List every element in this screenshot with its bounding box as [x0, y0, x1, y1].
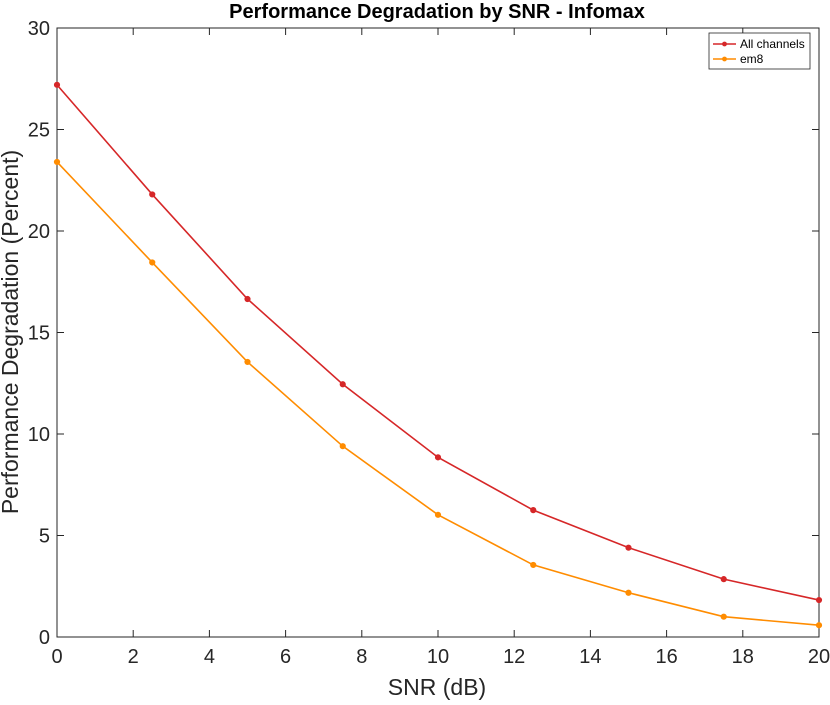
data-point — [530, 507, 537, 514]
x-tick-label: 18 — [732, 646, 754, 668]
data-point — [434, 454, 442, 461]
legend-box — [708, 32, 811, 70]
legend-swatch-marker — [722, 56, 727, 62]
x-tick-label: 14 — [579, 646, 601, 668]
x-tick-label: 8 — [356, 646, 367, 668]
data-point — [244, 295, 251, 303]
x-tick-label: 10 — [427, 646, 449, 668]
x-tick-label: 20 — [808, 646, 830, 668]
data-point — [53, 81, 61, 88]
y-tick-label: 20 — [28, 221, 50, 243]
data-point — [720, 613, 727, 620]
x-tick-label: 4 — [204, 646, 215, 668]
x-tick-label: 6 — [280, 646, 291, 668]
y-tick-label: 30 — [28, 18, 50, 40]
y-tick-label: 0 — [39, 627, 50, 649]
legend-entry-label: All channels — [740, 37, 805, 51]
chart-title: Performance Degradation by SNR - Infomax — [229, 1, 645, 23]
data-point — [815, 596, 823, 604]
y-tick-label: 5 — [39, 526, 50, 548]
series-0 — [53, 81, 823, 604]
data-point — [339, 443, 346, 450]
data-point — [149, 259, 156, 266]
data-point — [625, 544, 632, 551]
x-axis-label: SNR (dB) — [388, 674, 486, 700]
series-1 — [53, 158, 823, 629]
data-point — [244, 358, 251, 366]
data-point — [149, 191, 156, 198]
axes-frame — [56, 27, 820, 638]
data-point — [720, 576, 727, 583]
y-tick-label: 25 — [28, 120, 50, 142]
y-axis-label: Performance Degradation (Percent) — [0, 150, 23, 514]
x-tick-label: 0 — [51, 646, 62, 668]
legend-swatch-marker — [722, 41, 727, 47]
axes-box — [56, 27, 820, 638]
x-tick-label: 12 — [503, 646, 525, 668]
data-point — [530, 561, 537, 569]
y-axis-ticks: 0 5 10 15 20 25 30 — [28, 18, 819, 649]
x-tick-label: 2 — [128, 646, 139, 668]
series-line — [56, 84, 820, 601]
legend-entry-label: em8 — [740, 52, 764, 66]
x-axis-ticks: 0 2 4 6 8 10 12 14 16 18 20 — [51, 28, 830, 668]
y-tick-label: 10 — [28, 424, 50, 446]
x-tick-label: 16 — [655, 646, 677, 668]
data-point — [339, 381, 346, 388]
data-point — [434, 511, 442, 518]
data-point — [625, 589, 632, 596]
series-layer — [53, 81, 823, 629]
y-tick-label: 15 — [28, 323, 50, 345]
data-point — [815, 622, 823, 629]
series-line — [56, 161, 820, 627]
data-point — [53, 158, 61, 166]
